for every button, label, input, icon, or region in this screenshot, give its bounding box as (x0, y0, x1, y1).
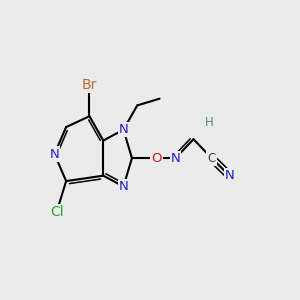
Text: N: N (118, 123, 128, 136)
Text: N: N (118, 180, 128, 193)
Text: H: H (205, 116, 214, 130)
Text: N: N (225, 169, 235, 182)
Text: Br: Br (82, 78, 97, 92)
Text: Cl: Cl (50, 205, 63, 219)
Text: C: C (207, 152, 216, 165)
Text: N: N (50, 148, 59, 160)
Text: N: N (171, 152, 180, 165)
Text: O: O (151, 152, 162, 165)
